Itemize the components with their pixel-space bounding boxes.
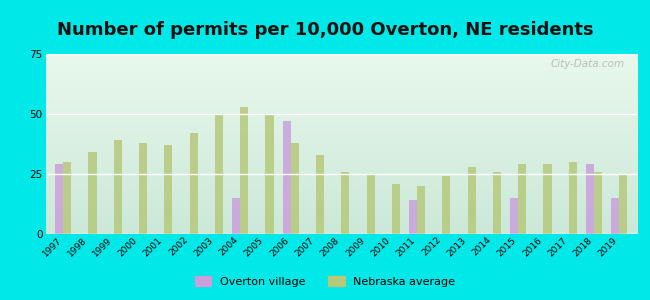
Bar [493, 172, 501, 234]
Bar [240, 107, 248, 234]
Text: Number of permits per 10,000 Overton, NE residents: Number of permits per 10,000 Overton, NE… [57, 21, 593, 39]
Bar [586, 164, 594, 234]
Bar [316, 155, 324, 234]
Bar [63, 162, 72, 234]
Bar [518, 164, 527, 234]
Bar [265, 114, 274, 234]
Bar [510, 198, 518, 234]
Bar [443, 176, 450, 234]
Bar [594, 172, 602, 234]
Bar [139, 143, 147, 234]
Bar [291, 143, 299, 234]
Bar [232, 198, 240, 234]
Bar [88, 152, 97, 234]
Bar [569, 162, 577, 234]
Legend: Overton village, Nebraska average: Overton village, Nebraska average [190, 272, 460, 291]
Bar [367, 174, 374, 234]
Bar [283, 121, 291, 234]
Bar [55, 164, 63, 234]
Bar [543, 164, 552, 234]
Text: City-Data.com: City-Data.com [551, 59, 625, 69]
Bar [417, 186, 425, 234]
Bar [611, 198, 619, 234]
Bar [392, 184, 400, 234]
Bar [114, 140, 122, 234]
Bar [619, 174, 627, 234]
Bar [467, 167, 476, 234]
Bar [409, 200, 417, 234]
Bar [164, 145, 172, 234]
Bar [215, 114, 223, 234]
Bar [341, 172, 349, 234]
Bar [190, 133, 198, 234]
